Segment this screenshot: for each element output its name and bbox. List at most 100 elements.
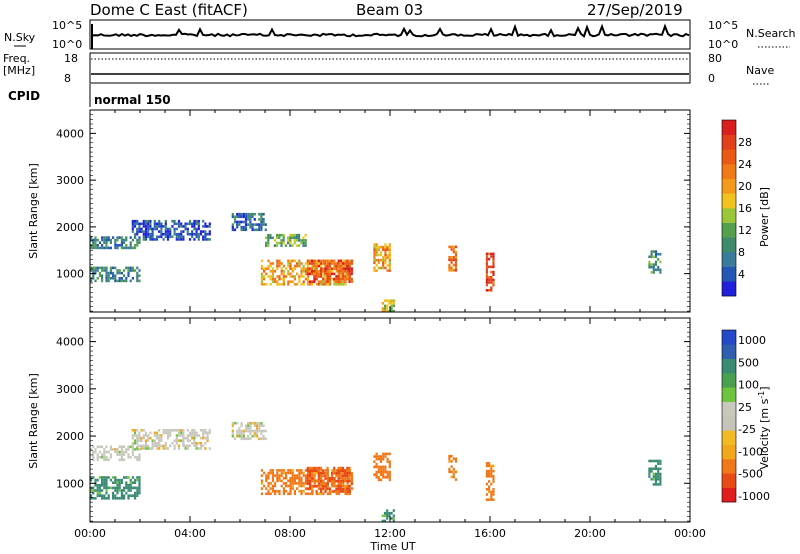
echo-cell [180, 222, 183, 226]
echo-cell [129, 246, 132, 250]
echo-cell [319, 280, 323, 283]
echo-cell [652, 475, 655, 478]
echo-cell [180, 429, 183, 432]
echo-cell [267, 264, 270, 268]
echo-cell [278, 259, 281, 263]
echo-cell [278, 492, 281, 496]
echo-cell [140, 227, 143, 231]
colorbar-swatch [722, 444, 736, 460]
echo-cell [386, 309, 389, 313]
echo-cell [384, 243, 387, 246]
echo-cell [90, 266, 93, 270]
echo-cell [390, 299, 393, 302]
freq-unit: [MHz] [3, 64, 35, 77]
echo-cell [92, 266, 95, 270]
echo-cell [330, 482, 334, 485]
echo-cell [326, 262, 329, 265]
echo-cell [322, 469, 325, 472]
echo-cell [94, 448, 97, 451]
echo-cell [450, 475, 453, 479]
echo-cell [375, 470, 378, 474]
echo-cell [271, 479, 274, 483]
echo-cell [197, 447, 200, 450]
echo-cell [118, 484, 121, 487]
echo-cell [302, 489, 305, 493]
echo-cell [300, 267, 303, 270]
echo-cell [346, 474, 349, 478]
echo-cell [324, 283, 327, 286]
echo-cell [386, 245, 389, 249]
echo-cell [339, 485, 342, 488]
echo-cell [249, 218, 252, 221]
echo-cell [388, 261, 391, 265]
echo-cell [282, 239, 285, 242]
echo-cell [136, 241, 139, 244]
echo-cell [273, 239, 276, 242]
echo-cell [490, 495, 493, 499]
echo-cell [233, 215, 237, 219]
echo-cell [271, 272, 274, 276]
echo-cell [652, 265, 655, 269]
echo-cell [136, 274, 139, 277]
echo-cell [488, 490, 491, 494]
echo-cell [160, 222, 163, 226]
echo-cell [182, 429, 185, 432]
echo-cell [318, 283, 321, 286]
echo-cell [249, 212, 252, 216]
echo-cell [448, 256, 451, 259]
echo-cell [160, 436, 163, 440]
echo-cell [103, 481, 106, 484]
echo-cell [276, 471, 279, 475]
echo-cell [120, 489, 123, 492]
echo-cell [149, 222, 152, 226]
echo-cell [492, 477, 495, 481]
power-echo-layer [90, 212, 662, 313]
echo-cell [186, 444, 189, 448]
echo-cell [233, 437, 237, 441]
echo-cell [247, 223, 250, 226]
echo-cell [175, 232, 178, 236]
echo-cell [304, 476, 307, 480]
echo-cell [175, 429, 178, 432]
echo-cell [114, 277, 117, 280]
echo-cell [379, 457, 383, 461]
echo-cell [118, 489, 121, 492]
echo-cell [269, 236, 272, 240]
echo-cell [335, 472, 338, 475]
echo-cell [382, 468, 385, 471]
echo-cell [319, 477, 323, 480]
echo-cell [315, 485, 318, 488]
echo-cell [173, 227, 176, 231]
echo-cell [291, 259, 294, 263]
echo-cell [263, 267, 266, 270]
echo-cell [386, 476, 389, 479]
echo-cell [348, 472, 351, 475]
echo-cell [319, 490, 323, 493]
colorbar-tick: 28 [738, 136, 752, 149]
velocity-colorbar-label: Velocity [m s-1] [757, 386, 771, 469]
echo-cell [382, 266, 385, 270]
echo-cell [302, 264, 305, 268]
echo-cell [233, 228, 237, 232]
echo-cell [302, 275, 305, 278]
echo-cell [231, 421, 234, 425]
echo-cell [648, 265, 651, 269]
echo-cell [337, 472, 340, 475]
echo-cell [381, 309, 384, 313]
echo-cell [262, 220, 265, 224]
echo-cell [650, 470, 653, 473]
echo-cell [317, 466, 320, 470]
echo-cell [147, 439, 150, 442]
echo-cell [112, 448, 115, 451]
echo-cell [488, 475, 491, 478]
echo-cell [350, 472, 353, 475]
echo-cell [302, 484, 305, 488]
echo-cell [293, 482, 296, 485]
echo-cell [208, 429, 211, 432]
echo-cell [282, 264, 285, 268]
echo-cell [197, 442, 200, 445]
echo-cell [282, 492, 285, 496]
echo-cell [298, 259, 301, 263]
